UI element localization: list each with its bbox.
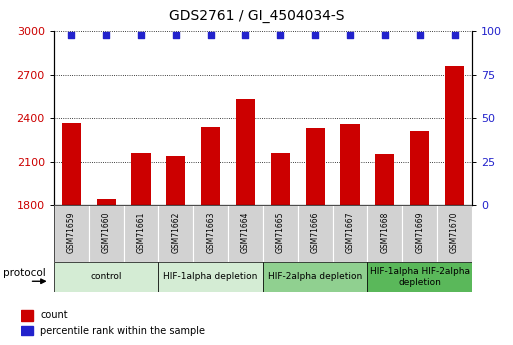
- Point: [172, 32, 180, 37]
- Bar: [271, 153, 290, 205]
- Text: GSM71663: GSM71663: [206, 212, 215, 253]
- Bar: [96, 199, 116, 205]
- Text: GSM71668: GSM71668: [380, 212, 389, 253]
- Bar: [263, 262, 367, 292]
- Bar: [159, 262, 263, 292]
- Text: GDS2761 / GI_4504034-S: GDS2761 / GI_4504034-S: [169, 9, 344, 23]
- Bar: [131, 153, 150, 205]
- Text: GSM71665: GSM71665: [276, 212, 285, 253]
- Bar: [298, 205, 332, 262]
- Bar: [437, 205, 472, 262]
- Bar: [62, 122, 81, 205]
- Text: GSM71666: GSM71666: [311, 212, 320, 253]
- Bar: [376, 155, 394, 205]
- Bar: [159, 205, 193, 262]
- Text: GSM71670: GSM71670: [450, 212, 459, 253]
- Point: [67, 32, 75, 37]
- Text: control: control: [90, 272, 122, 282]
- Bar: [367, 262, 472, 292]
- Text: HIF-2alpha depletion: HIF-2alpha depletion: [268, 272, 362, 282]
- Bar: [201, 127, 220, 205]
- Bar: [402, 205, 437, 262]
- Text: HIF-1alpha HIF-2alpha
depletion: HIF-1alpha HIF-2alpha depletion: [370, 267, 470, 287]
- Point: [311, 32, 319, 37]
- Text: GSM71659: GSM71659: [67, 212, 76, 253]
- Bar: [89, 205, 124, 262]
- Bar: [263, 205, 298, 262]
- Bar: [332, 205, 367, 262]
- Text: GSM71667: GSM71667: [346, 212, 354, 253]
- Point: [207, 32, 215, 37]
- Point: [381, 32, 389, 37]
- Bar: [236, 99, 255, 205]
- Bar: [228, 205, 263, 262]
- Bar: [410, 131, 429, 205]
- Bar: [445, 66, 464, 205]
- Bar: [54, 262, 159, 292]
- Bar: [306, 128, 325, 205]
- Bar: [54, 205, 89, 262]
- Text: GSM71660: GSM71660: [102, 212, 111, 253]
- Text: protocol: protocol: [3, 268, 46, 278]
- Point: [137, 32, 145, 37]
- Text: HIF-1alpha depletion: HIF-1alpha depletion: [164, 272, 258, 282]
- Point: [450, 32, 459, 37]
- Bar: [367, 205, 402, 262]
- Bar: [21, 326, 33, 335]
- Text: GSM71662: GSM71662: [171, 212, 180, 253]
- Text: GSM71669: GSM71669: [415, 212, 424, 253]
- Bar: [124, 205, 159, 262]
- Bar: [193, 205, 228, 262]
- Point: [346, 32, 354, 37]
- Point: [102, 32, 110, 37]
- Text: GSM71661: GSM71661: [136, 212, 146, 253]
- Text: percentile rank within the sample: percentile rank within the sample: [40, 326, 205, 336]
- Point: [276, 32, 284, 37]
- Bar: [21, 310, 33, 321]
- Bar: [166, 156, 185, 205]
- Text: GSM71664: GSM71664: [241, 212, 250, 253]
- Bar: [341, 124, 360, 205]
- Text: count: count: [40, 310, 68, 321]
- Point: [416, 32, 424, 37]
- Point: [242, 32, 250, 37]
